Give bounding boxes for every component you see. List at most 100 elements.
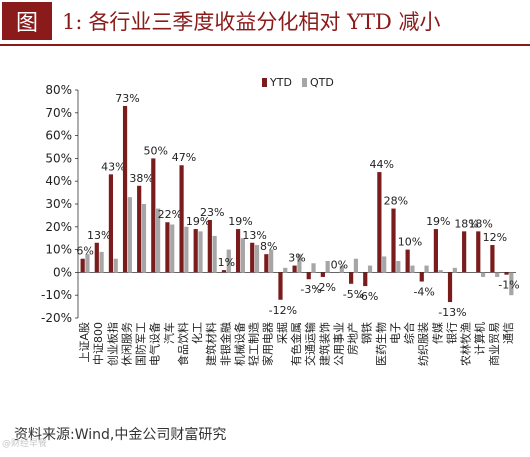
x-category-label: 家用电器 [261, 322, 275, 366]
qtd-bar [438, 270, 443, 273]
x-category-label: 综合 [402, 322, 416, 344]
y-tick-label: 0% [53, 265, 72, 279]
ytd-data-label: 18% [468, 217, 492, 230]
qtd-bar [99, 251, 104, 273]
ytd-data-label: -12% [269, 304, 297, 317]
ytd-data-label: 19% [186, 215, 210, 228]
ytd-data-label: -1% [498, 279, 519, 292]
ytd-data-label: 73% [115, 92, 139, 105]
ytd-bar [363, 272, 368, 287]
source-note: 资料来源:Wind,中金公司财富研究 [14, 427, 227, 443]
legend-ytd-label: YTD [269, 76, 292, 89]
figure-number: 1: [62, 10, 83, 34]
ytd-bar [122, 105, 128, 273]
y-tick-label: 50% [45, 151, 72, 165]
ytd-bar [137, 185, 142, 273]
x-category-label: 医药生物 [374, 322, 388, 366]
ytd-data-label: 13% [242, 229, 266, 242]
figure-title: 各行业三季度收益分化相对 YTD 减小 [88, 10, 441, 34]
y-tick-label: 30% [45, 197, 72, 211]
ytd-bar [490, 245, 495, 273]
ytd-bar [292, 265, 297, 273]
x-category-label: 非银金融 [218, 322, 232, 366]
qtd-bar [495, 272, 500, 277]
ytd-bar [207, 219, 212, 273]
qtd-bar [509, 272, 514, 296]
ytd-data-label: 0% [331, 258, 348, 271]
ytd-bar [264, 254, 269, 273]
x-category-label: 商业贸易 [487, 322, 501, 366]
qtd-bar [325, 261, 330, 273]
ytd-data-label: 23% [200, 206, 224, 219]
ytd-bar [193, 229, 198, 273]
ytd-data-label: 44% [370, 158, 394, 171]
ytd-data-label: -13% [438, 306, 466, 319]
ytd-bar [391, 208, 396, 273]
ytd-bar [419, 272, 424, 282]
x-category-label: 有色金属 [289, 322, 303, 366]
ytd-bar [504, 272, 509, 275]
ytd-bar [235, 229, 241, 273]
qtd-bar [226, 249, 231, 273]
ytd-data-label: 28% [384, 195, 408, 208]
x-category-label: 电气设备 [148, 322, 162, 366]
x-category-label: 通信 [502, 322, 515, 344]
x-category-label: 钢铁 [361, 322, 374, 344]
qtd-bar [254, 245, 260, 273]
ytd-data-label: 1% [218, 256, 235, 269]
ytd-data-label: -3% [300, 283, 321, 296]
x-category-label: 中证800 [92, 322, 105, 365]
ytd-bar [94, 242, 99, 273]
y-tick-label: 20% [45, 220, 72, 234]
ytd-data-label: 6% [76, 245, 93, 258]
qtd-bar [141, 204, 147, 273]
x-category-label: 农林牧渔 [459, 322, 473, 366]
x-category-label: 上证A股 [78, 322, 91, 363]
x-category-label: 采掘 [275, 322, 289, 344]
ytd-data-label: -2% [315, 281, 336, 294]
qtd-bar [240, 238, 245, 273]
qtd-bar [156, 208, 161, 273]
ytd-bar [377, 172, 382, 273]
x-category-label: 建筑装饰 [317, 322, 331, 366]
y-tick-label: 40% [45, 174, 72, 188]
y-tick-label: 80% [45, 83, 72, 97]
qtd-bar [85, 254, 90, 273]
ytd-data-label: 43% [101, 160, 125, 173]
legend-qtd-label: QTD [310, 76, 334, 89]
ytd-data-label: -6% [357, 290, 378, 303]
x-category-label: 食品饮料 [176, 322, 190, 366]
x-category-label: 创业板指 [105, 322, 119, 366]
x-category-label: 交通运输 [303, 322, 317, 366]
x-category-label: 电子 [389, 322, 402, 344]
qtd-bar [424, 265, 429, 273]
bar-chart: 80% 70% 60% 50% 40% 30% 20% 10% 0% -10% -20% 6% 上证A股… [41, 76, 520, 366]
qtd-bar [184, 226, 189, 273]
qtd-bar [283, 267, 288, 273]
x-category-label: 化工 [190, 322, 204, 344]
ytd-data-label: 19% [228, 215, 252, 228]
qtd-bar [311, 263, 316, 273]
x-category-label: 公用事业 [332, 322, 345, 366]
ytd-bar [462, 231, 467, 273]
ytd-data-label: -5% [343, 288, 364, 301]
y-tick-label: 70% [45, 106, 72, 120]
qtd-bar [396, 261, 401, 273]
qtd-bar [127, 197, 132, 273]
ytd-bar [221, 270, 227, 273]
x-category-label: 房地产 [346, 322, 360, 355]
legend-ytd-swatch [262, 78, 267, 87]
y-tick-label: -20% [41, 311, 72, 325]
ytd-data-label: 18% [454, 217, 478, 230]
qtd-bar [452, 267, 457, 273]
x-category-label: 汽车 [162, 322, 176, 344]
x-category-label: 轻工制造 [247, 322, 261, 366]
qtd-bar [339, 265, 344, 273]
x-category-label: 纺织服装 [416, 322, 430, 366]
ytd-bar [447, 272, 453, 303]
ytd-bar [320, 272, 325, 277]
ytd-data-label: 12% [483, 231, 507, 244]
ytd-bar [151, 158, 156, 273]
qtd-bar [113, 258, 118, 273]
y-tick-label: 10% [45, 243, 72, 257]
